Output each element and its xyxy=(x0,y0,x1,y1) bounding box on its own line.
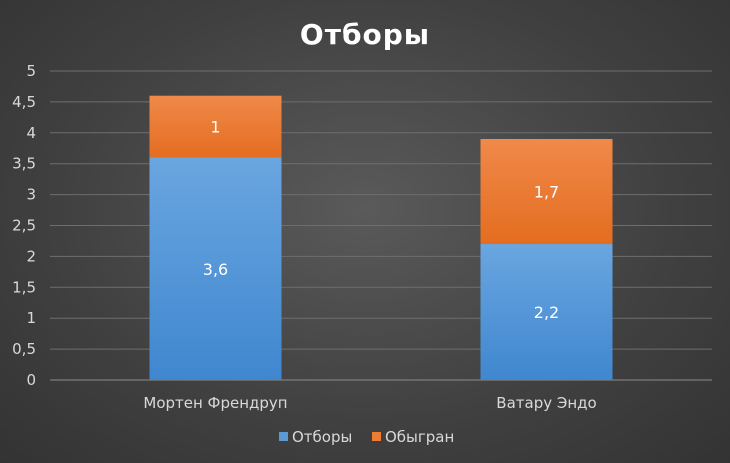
data-labels: 3,6 1 2,2 1,7 xyxy=(203,118,559,322)
data-label: 1,7 xyxy=(534,183,559,202)
legend-label: Обыгран xyxy=(385,428,454,446)
bar-segment-otbory xyxy=(149,157,282,380)
y-tick-label: 2 xyxy=(26,247,36,265)
data-label: 2,2 xyxy=(534,303,559,322)
bars xyxy=(149,95,613,380)
legend-swatch xyxy=(372,432,381,441)
data-label: 1 xyxy=(210,118,220,137)
legend-label: Отборы xyxy=(292,428,352,446)
data-label: 3,6 xyxy=(203,260,228,279)
y-tick-label: 2,5 xyxy=(12,217,36,235)
x-category-label: Ватару Эндо xyxy=(496,394,596,412)
y-tick-label: 4,5 xyxy=(12,93,36,111)
y-tick-label: 3,5 xyxy=(12,155,36,173)
y-tick-label: 5 xyxy=(26,62,36,80)
bar-segment-otbory xyxy=(480,244,613,380)
x-category-label: Мортен Френдруп xyxy=(143,394,287,412)
y-tick-label: 1,5 xyxy=(12,278,36,296)
bar-segment-obygran xyxy=(480,138,613,245)
x-axis-categories: Мортен Френдруп Ватару Эндо xyxy=(143,394,596,412)
legend-swatch xyxy=(279,432,288,441)
y-tick-label: 0 xyxy=(26,371,36,389)
bar-segment-obygran xyxy=(149,95,282,158)
y-tick-label: 3 xyxy=(26,186,36,204)
y-axis-ticks: 0 0,5 1 1,5 2 2,5 3 3,5 4 4,5 5 xyxy=(12,62,36,389)
y-tick-label: 0,5 xyxy=(12,340,36,358)
y-tick-label: 1 xyxy=(26,309,36,327)
chart-title: Отборы xyxy=(300,18,430,51)
gridlines xyxy=(50,70,712,381)
legend: Отборы Обыгран xyxy=(279,428,454,446)
y-tick-label: 4 xyxy=(26,124,36,142)
